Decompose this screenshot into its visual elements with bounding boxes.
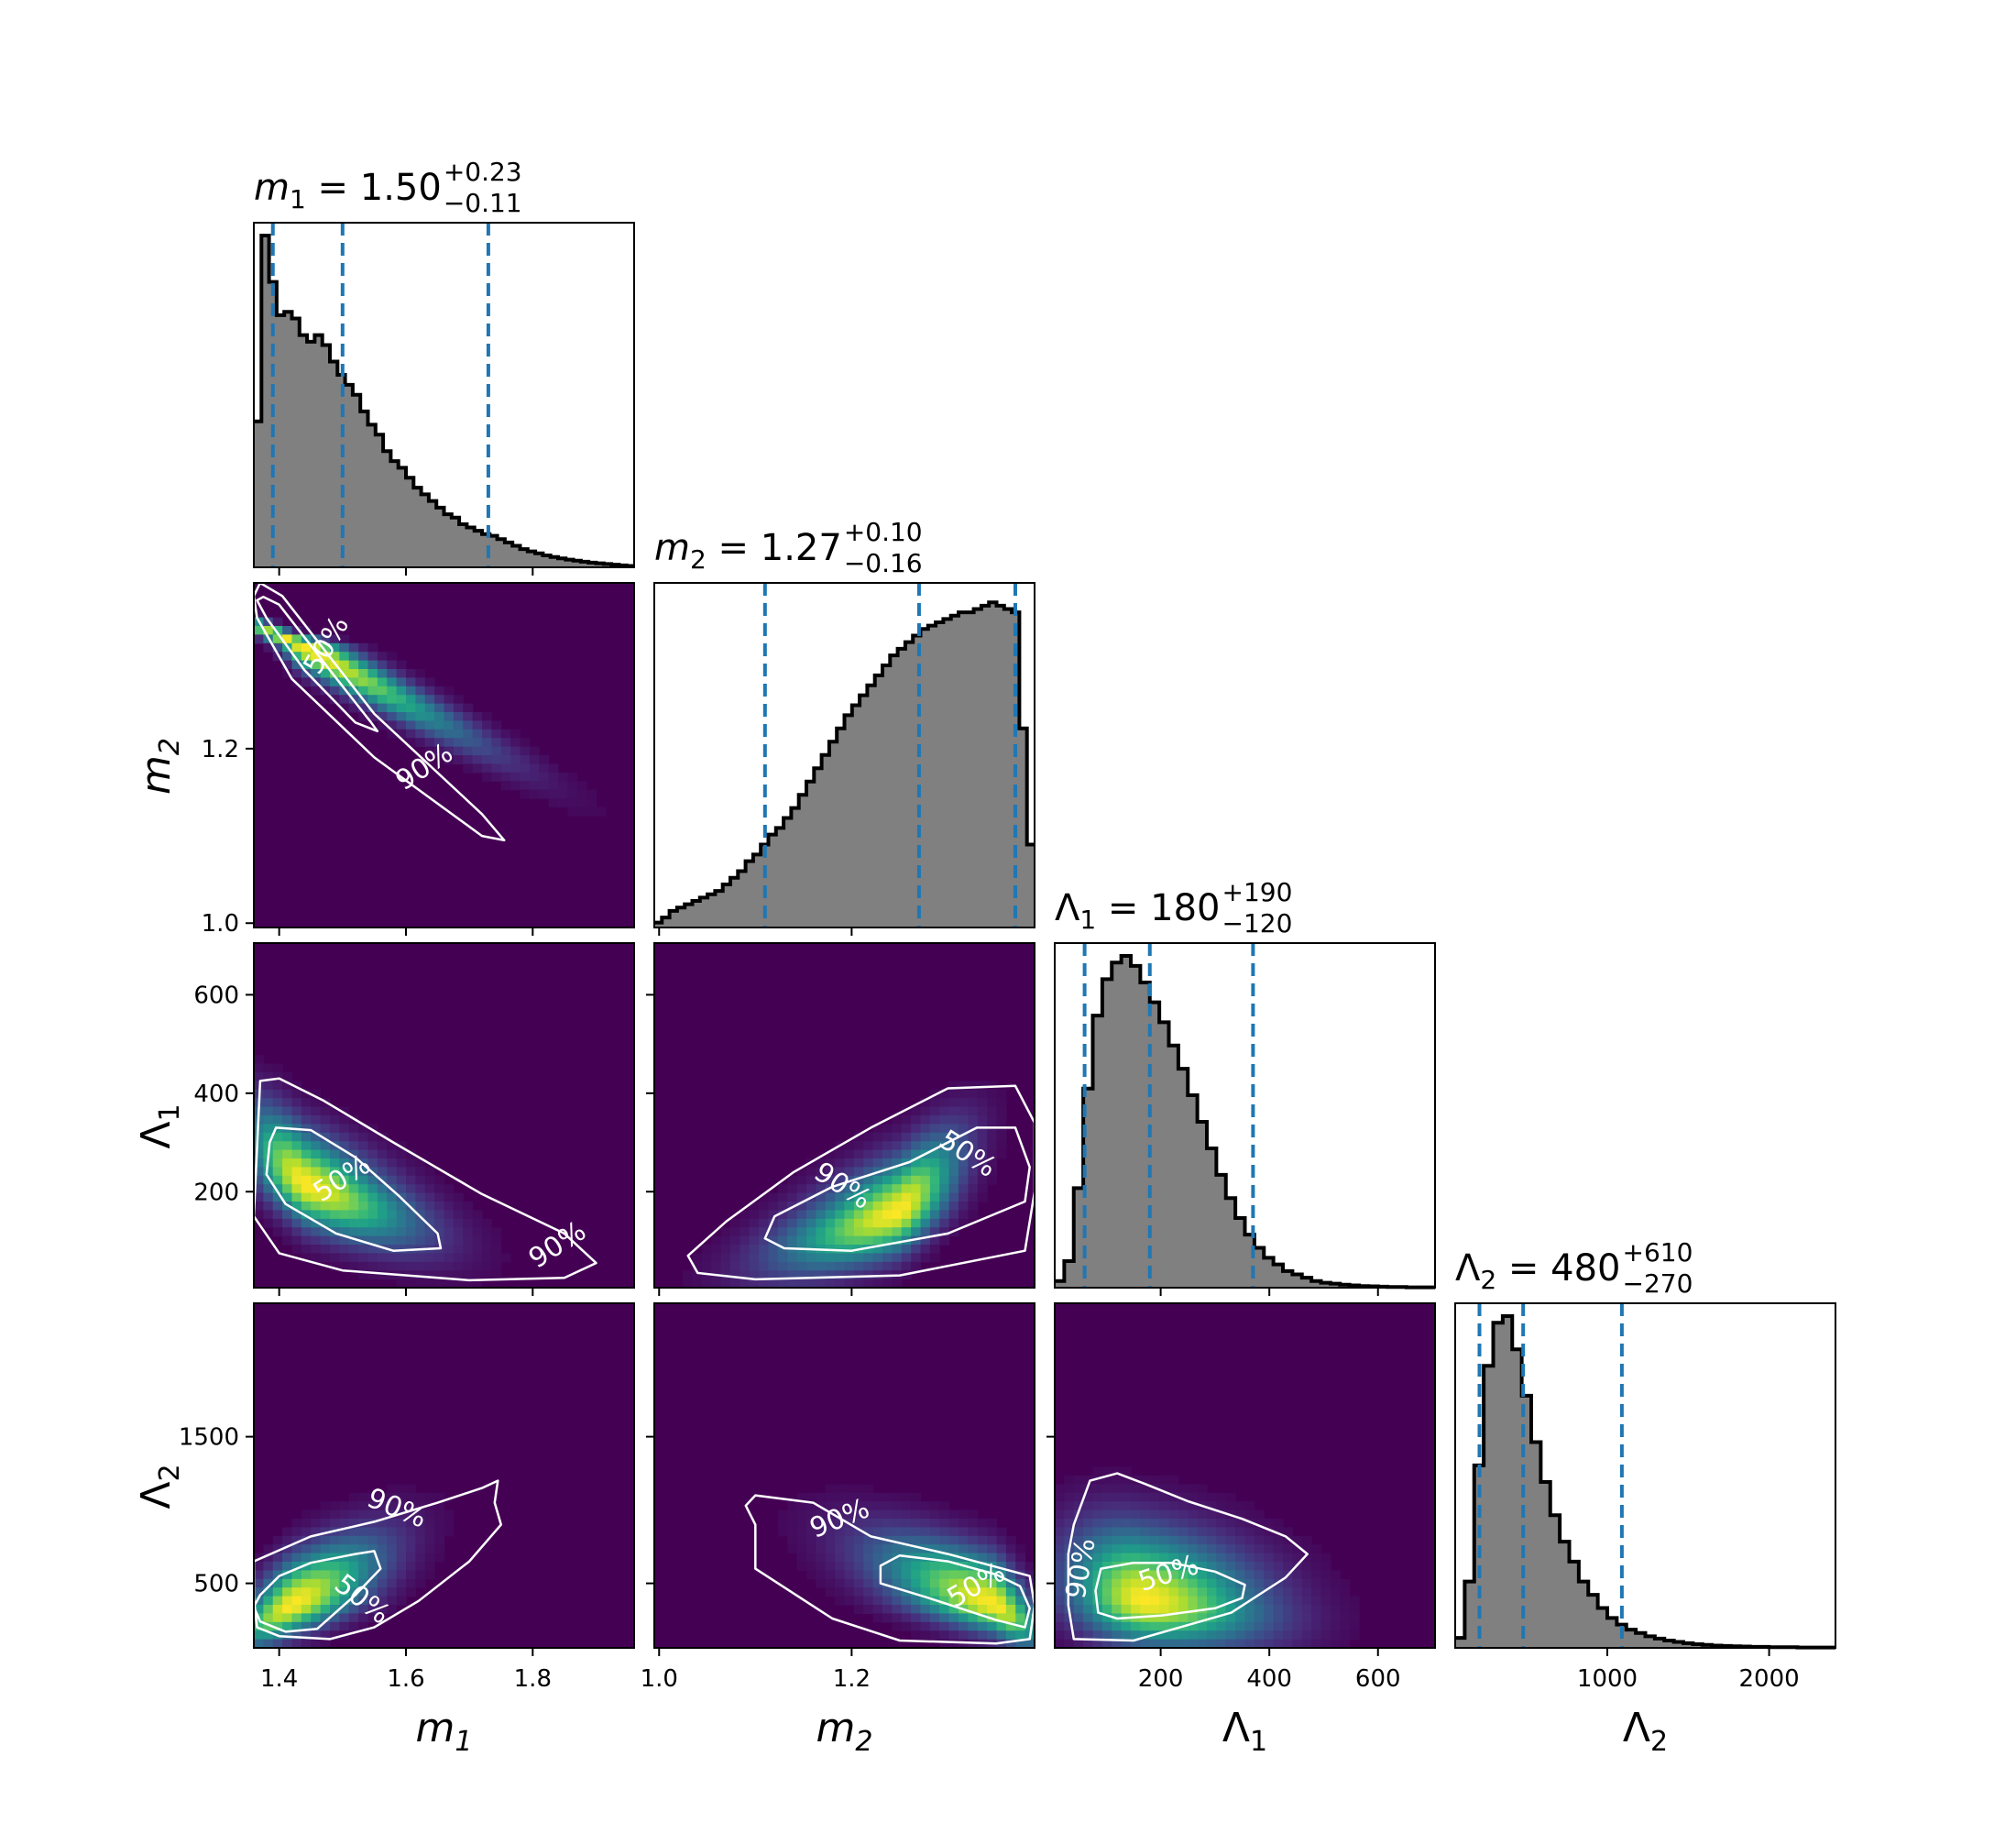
- hist-fill-L1: [1055, 956, 1435, 1288]
- ylabel-L1: Λ1: [133, 1103, 186, 1148]
- title-median: = 1.50: [306, 167, 442, 209]
- title-symbol: Λ: [1055, 887, 1080, 929]
- density-panel-m1-L1: 50%90%: [253, 942, 635, 1289]
- contour-90: [254, 1077, 597, 1282]
- density-panel-m2-L1: 50%90%: [653, 942, 1035, 1289]
- density-image-m1-L2: 50%90%: [254, 1303, 634, 1648]
- hist-frame-L2: [1454, 1302, 1836, 1649]
- xlabel-m2: m2: [816, 1705, 873, 1758]
- density-panel-L1-L2: 50%90%: [1054, 1302, 1436, 1649]
- title-subscript: 1: [1079, 905, 1096, 935]
- hist-step-m1: [254, 234, 634, 568]
- title-symbol: Λ: [1455, 1247, 1481, 1290]
- title-subscript: 1: [290, 184, 306, 214]
- contour-50: [256, 595, 379, 733]
- ylabel-L2: Λ2: [133, 1464, 186, 1509]
- xlabel-m1: m1: [416, 1705, 473, 1758]
- title-minus-L2: −270: [1623, 1268, 1693, 1299]
- xtick-label-L1: 200: [1138, 1665, 1184, 1693]
- xtick-label-L1: 400: [1246, 1665, 1292, 1693]
- density-frame: [653, 942, 1035, 1289]
- xlabel-L1: Λ1: [1222, 1705, 1267, 1758]
- title-plus-L2: +610: [1623, 1237, 1693, 1268]
- density-panel-m2-L2: 50%90%: [653, 1302, 1035, 1649]
- title-subscript: 2: [690, 544, 707, 575]
- density-frame: [1054, 1302, 1436, 1649]
- xtick-label-L2: 2000: [1739, 1665, 1800, 1693]
- ytick-label-L1: 200: [193, 1179, 239, 1206]
- density-image-m1-L1: 50%90%: [254, 943, 634, 1288]
- title-plus-L1: +190: [1222, 877, 1293, 907]
- xtick-label-m1: 1.8: [514, 1665, 552, 1693]
- title-L1: Λ1 = 180: [1055, 887, 1221, 935]
- title-median: = 180: [1096, 887, 1220, 929]
- hist-panel-L1: Λ1 = 180 +190−120: [1054, 877, 1436, 1290]
- title-m2: m2 = 1.27: [654, 527, 842, 575]
- hist-step-L1: [1055, 954, 1435, 1290]
- xtick-label-m2: 1.2: [833, 1665, 871, 1693]
- xlabel-L2: Λ2: [1623, 1705, 1668, 1758]
- hist-frame-m2: [653, 582, 1035, 928]
- density-panel-m1-m2: 50%90%: [253, 582, 635, 928]
- ytick-label-L2: 1500: [179, 1424, 239, 1452]
- title-minus-L1: −120: [1222, 908, 1293, 938]
- xtick-label-m2: 1.0: [641, 1665, 678, 1693]
- density-image-m2-L2: 50%90%: [654, 1303, 1035, 1648]
- hist-panel-m2: m2 = 1.27 +0.10−0.16: [653, 517, 1035, 928]
- title-plus-m2: +0.10: [844, 517, 923, 547]
- title-minus-m2: −0.16: [844, 548, 923, 578]
- title-subscript: 2: [1480, 1265, 1496, 1295]
- ytick-label-L1: 600: [193, 982, 239, 1009]
- hist-frame-L1: [1054, 942, 1436, 1289]
- contour-90: [254, 583, 506, 842]
- contour-50: [265, 1126, 443, 1252]
- title-symbol: m: [254, 167, 290, 209]
- xtick-label-L2: 1000: [1577, 1665, 1638, 1693]
- contour-90: [1067, 1472, 1309, 1642]
- title-median: = 480: [1496, 1247, 1620, 1290]
- hist-fill-L2: [1455, 1316, 1835, 1648]
- density-image-m1-m2: 50%90%: [254, 583, 634, 927]
- xtick-label-L1: 600: [1355, 1665, 1401, 1693]
- title-L2: Λ2 = 480: [1455, 1247, 1621, 1295]
- hist-fill-m2: [654, 602, 1035, 927]
- hist-step-m2: [654, 600, 1035, 925]
- title-m1: m1 = 1.50: [254, 167, 442, 214]
- hist-panel-L2: Λ2 = 480 +610−270: [1454, 1237, 1836, 1650]
- contour-90: [254, 1479, 503, 1641]
- contour-50: [879, 1553, 1031, 1629]
- hist-step-L2: [1455, 1314, 1835, 1650]
- ytick-label-m2: 1.0: [202, 910, 239, 938]
- ytick-label-m2: 1.2: [202, 736, 239, 763]
- density-frame: [253, 582, 635, 928]
- contour-50: [254, 1550, 382, 1633]
- ytick-label-L1: 400: [193, 1081, 239, 1108]
- hist-fill-m1: [254, 236, 634, 567]
- ylabel-m2: m2: [133, 738, 186, 795]
- title-minus-m1: −0.11: [444, 188, 522, 218]
- xtick-label-m1: 1.4: [260, 1665, 298, 1693]
- contour-50: [763, 1126, 1031, 1252]
- density-panel-m1-L2: 50%90%: [253, 1302, 635, 1649]
- title-plus-m1: +0.23: [444, 157, 522, 187]
- contour-90: [686, 1084, 1035, 1281]
- hist-panel-m1: m1 = 1.50 +0.23−0.11: [253, 157, 635, 568]
- density-frame: [653, 1302, 1035, 1649]
- title-median: = 1.27: [707, 527, 842, 569]
- xtick-label-m1: 1.6: [387, 1665, 424, 1693]
- density-image-L1-L2: 50%90%: [1055, 1303, 1435, 1648]
- density-frame: [253, 942, 635, 1289]
- density-frame: [253, 1302, 635, 1649]
- title-symbol: m: [654, 527, 690, 569]
- hist-frame-m1: [253, 222, 635, 568]
- density-image-m2-L1: 50%90%: [654, 943, 1035, 1288]
- contour-50: [1094, 1561, 1246, 1620]
- ytick-label-L2: 500: [193, 1571, 239, 1598]
- contour-90: [744, 1494, 1035, 1645]
